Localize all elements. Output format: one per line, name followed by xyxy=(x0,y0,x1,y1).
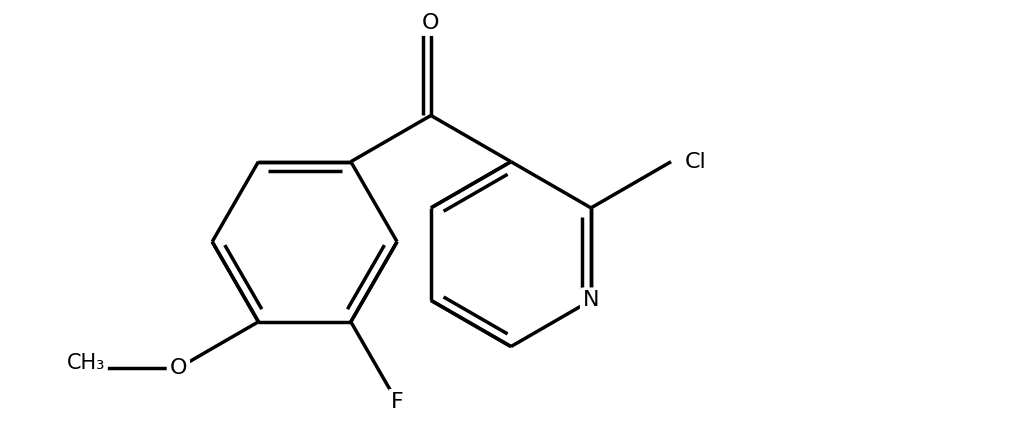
Text: O: O xyxy=(170,358,187,378)
Text: O: O xyxy=(423,13,440,33)
Text: F: F xyxy=(391,392,403,412)
Text: Cl: Cl xyxy=(685,152,707,172)
Text: N: N xyxy=(583,290,599,310)
Text: CH₃: CH₃ xyxy=(67,354,105,373)
